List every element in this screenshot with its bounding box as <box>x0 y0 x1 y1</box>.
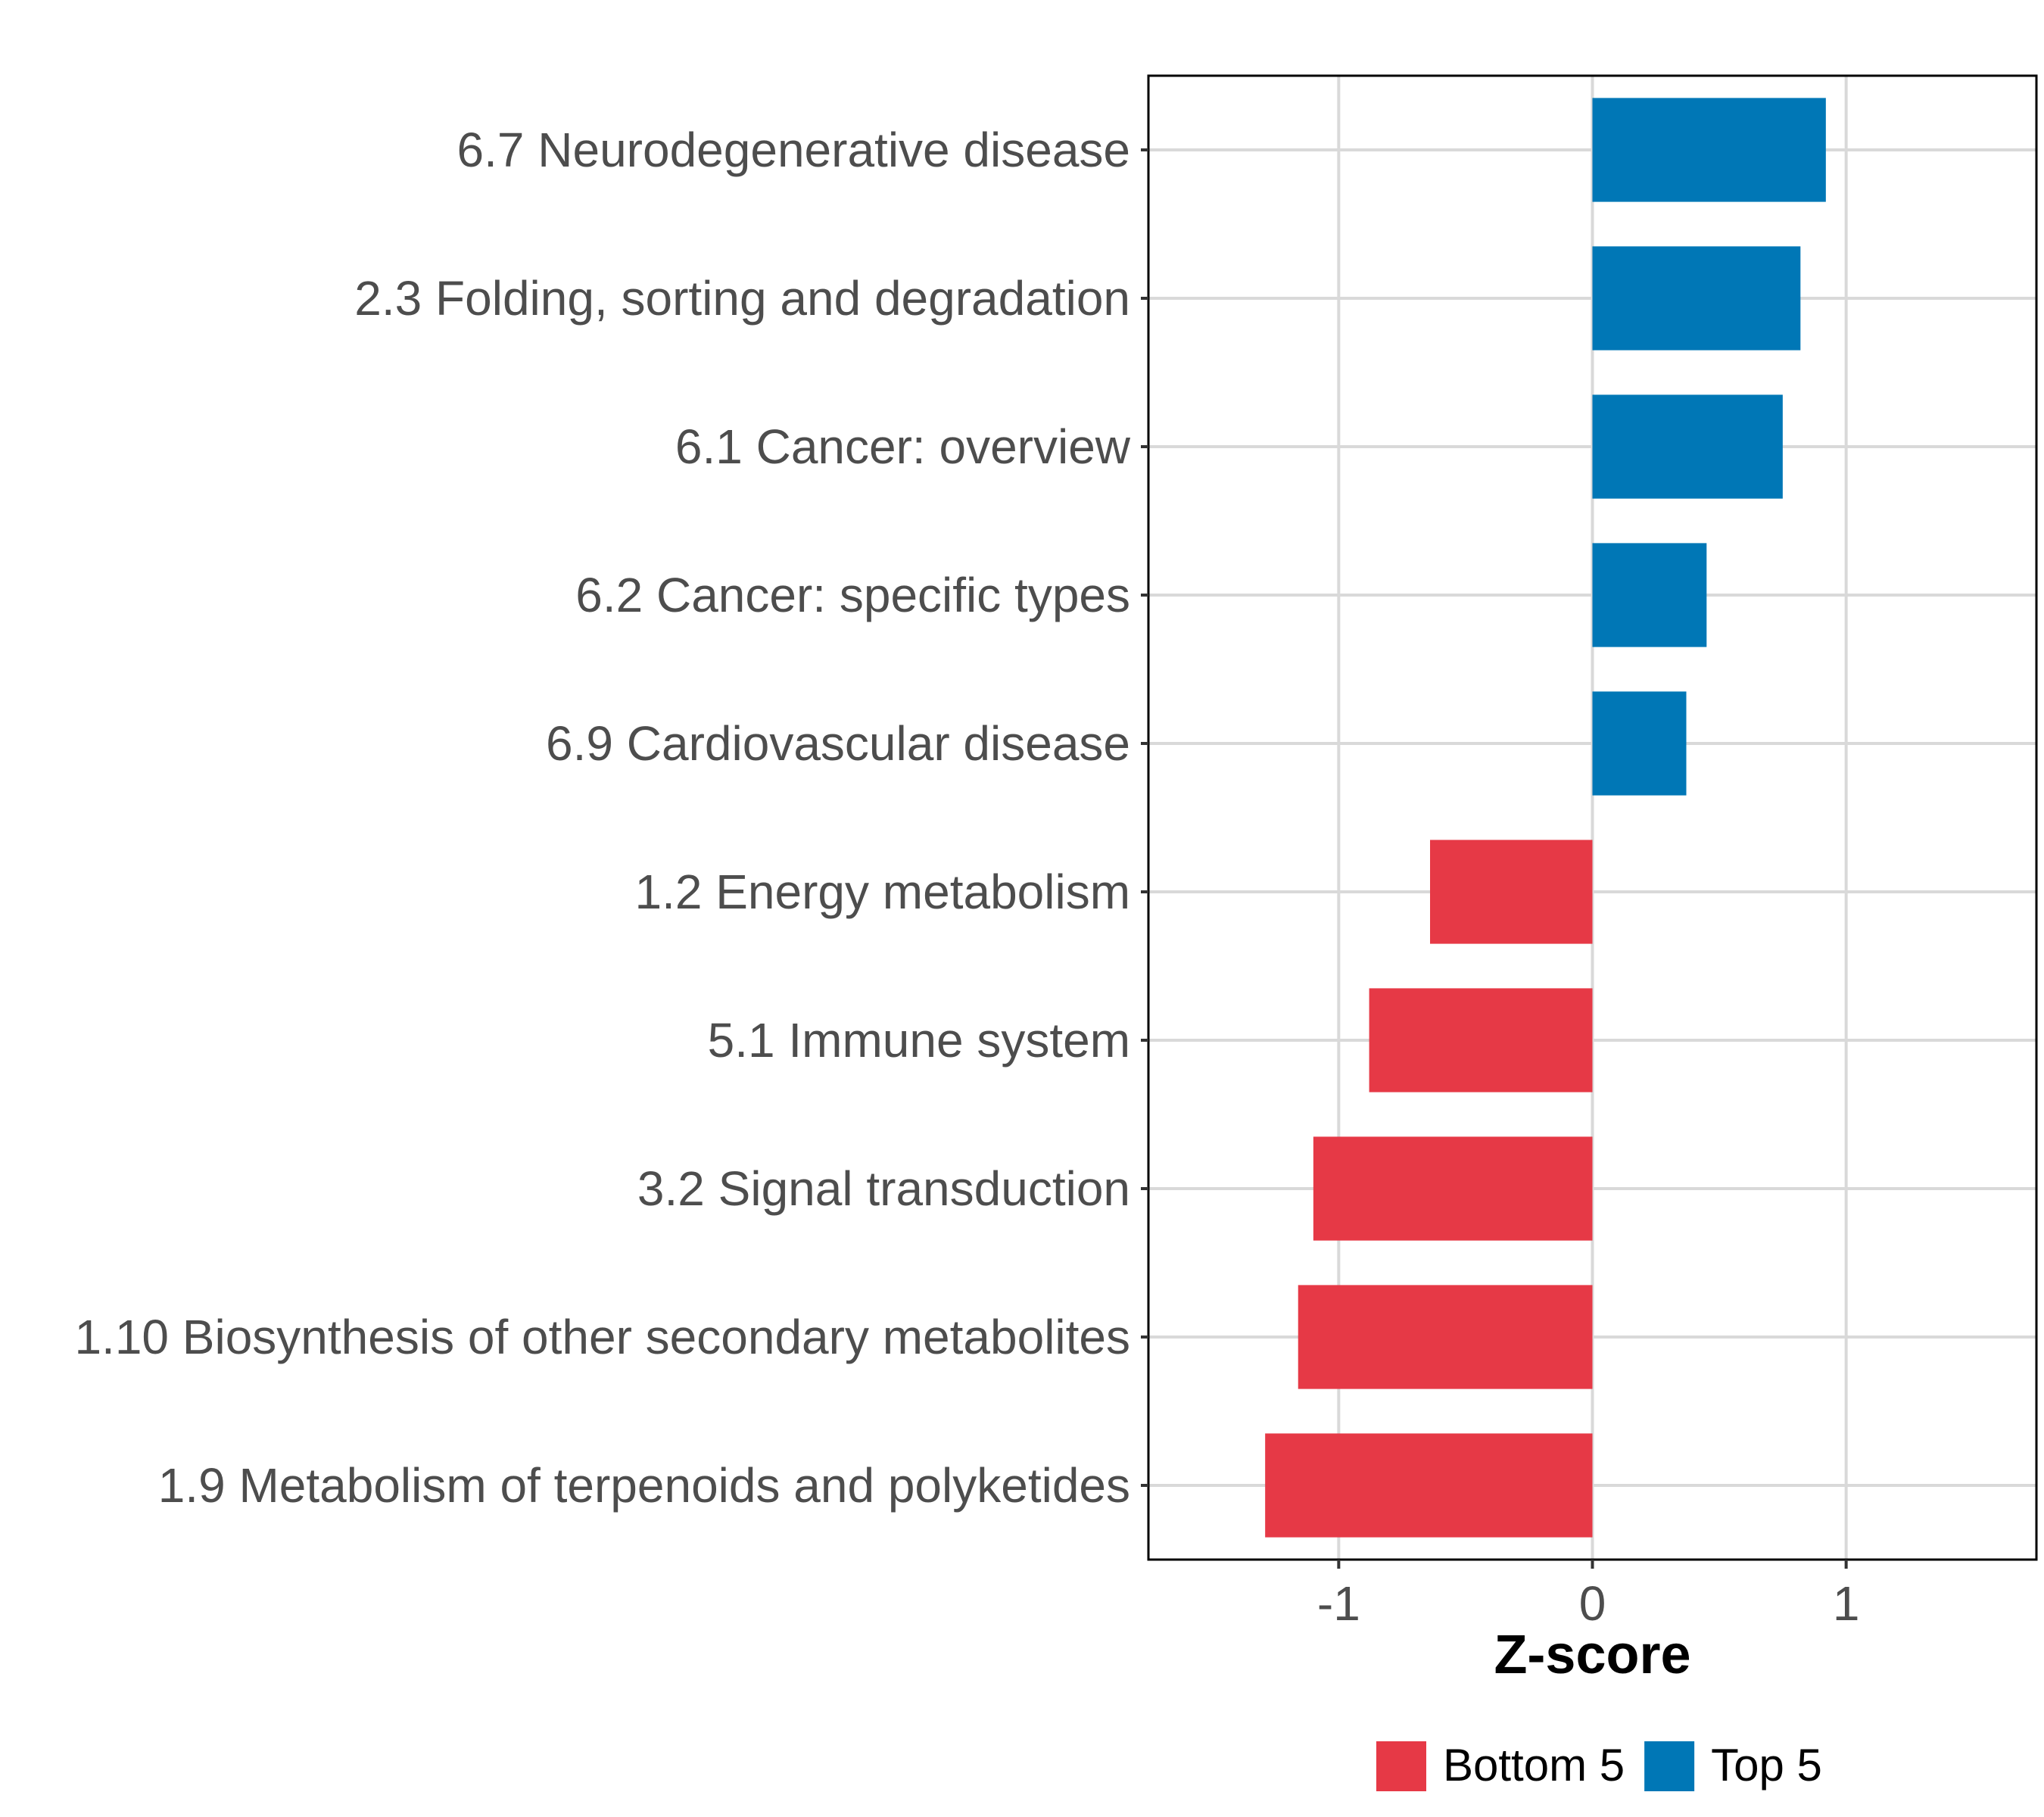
category-label: 3.2 Signal transduction <box>637 1161 1130 1216</box>
legend-swatch <box>1376 1741 1426 1791</box>
category-label: 1.9 Metabolism of terpenoids and polyket… <box>158 1458 1130 1513</box>
legend-label: Top 5 <box>1711 1740 1822 1791</box>
bar <box>1592 246 1801 351</box>
bar <box>1265 1433 1593 1538</box>
bar <box>1592 691 1687 796</box>
x-axis-title: Z-score <box>1494 1625 1690 1685</box>
category-label: 2.3 Folding, sorting and degradation <box>354 271 1130 326</box>
bar <box>1430 840 1593 944</box>
x-tick-label: 0 <box>1579 1576 1606 1631</box>
category-label: 6.2 Cancer: specific types <box>575 568 1130 622</box>
x-axis: -1 0 1 <box>1317 1560 1860 1631</box>
bar <box>1369 988 1593 1092</box>
legend-swatch <box>1644 1741 1695 1791</box>
x-tick-label: -1 <box>1317 1576 1360 1631</box>
category-label: 6.7 Neurodegenerative disease <box>457 123 1131 177</box>
bar <box>1298 1285 1593 1389</box>
bar <box>1592 543 1707 647</box>
y-axis: 6.7 Neurodegenerative disease 2.3 Folding… <box>74 123 1148 1513</box>
legend: Bottom 5 Top 5 <box>1376 1740 1822 1791</box>
category-label: 1.10 Biosynthesis of other secondary met… <box>74 1310 1130 1364</box>
bar <box>1592 394 1783 499</box>
bar <box>1592 98 1826 202</box>
bar <box>1313 1136 1593 1241</box>
legend-label: Bottom 5 <box>1443 1740 1625 1791</box>
bar-layer <box>1265 98 1826 1538</box>
category-label: 6.9 Cardiovascular disease <box>546 716 1130 771</box>
category-label: 1.2 Energy metabolism <box>634 865 1130 919</box>
category-label: 6.1 Cancer: overview <box>675 419 1131 474</box>
category-label: 5.1 Immune system <box>708 1013 1130 1067</box>
x-tick-label: 1 <box>1833 1576 1860 1631</box>
